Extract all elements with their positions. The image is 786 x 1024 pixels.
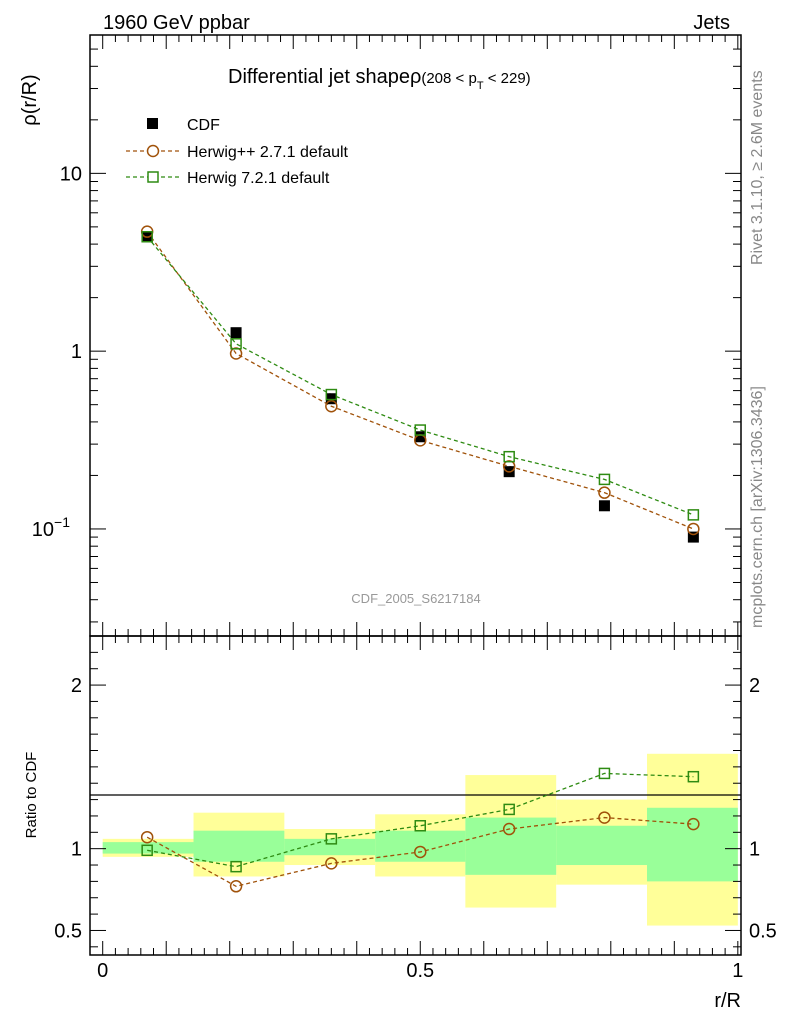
rivet-label: Rivet 3.1.10, ≥ 2.6M events bbox=[749, 70, 766, 265]
ratio-bands bbox=[102, 753, 738, 926]
ratio-y-tick-label-left: 0.5 bbox=[54, 920, 82, 942]
x-tick-label: 1 bbox=[732, 960, 743, 982]
herwig7-ratio-point bbox=[230, 860, 242, 873]
ratio-y-axis-label: Ratio to CDF bbox=[23, 752, 40, 839]
ratio-series bbox=[140, 767, 700, 893]
herwig7-point bbox=[230, 338, 242, 350]
herwig7-point bbox=[598, 473, 611, 486]
herwig7-ratio-point bbox=[325, 833, 338, 845]
main-title-text: Differential jet shapeρ bbox=[228, 66, 421, 88]
herwigpp-ratio-point bbox=[325, 857, 338, 870]
watermark: CDF_2005_S6217184 bbox=[351, 591, 480, 606]
herwigpp-point bbox=[502, 460, 516, 473]
legend-marker-cdf bbox=[147, 118, 158, 129]
ratio-panel: 2 2 1 1 0.5 0.5 0 0.5 1 Ratio to CDF r/R bbox=[23, 635, 777, 1012]
herwig7-ratio-point bbox=[414, 820, 427, 832]
herwigpp-point bbox=[687, 522, 700, 536]
herwigpp-point bbox=[598, 486, 611, 499]
cdf-data-point bbox=[230, 327, 242, 339]
ratio-y-tick-label-right: 2 bbox=[749, 675, 760, 697]
ratio-series-line bbox=[147, 772, 694, 868]
main-title: Differential jet shapeρ(208 < pT < 229) bbox=[228, 66, 531, 92]
herwig7-point bbox=[687, 509, 700, 521]
herwig7-point bbox=[325, 388, 338, 401]
x-tick-label: 0 bbox=[97, 960, 108, 982]
ratio-band-inner bbox=[556, 825, 648, 866]
herwig7-point bbox=[503, 450, 515, 463]
herwig7-point bbox=[414, 424, 427, 436]
cdf-data-point bbox=[598, 500, 610, 512]
x-axis-label: r/R bbox=[714, 990, 741, 1012]
main-series-line bbox=[146, 236, 694, 516]
legend-label-herwigpp: Herwig++ 2.7.1 default bbox=[187, 144, 349, 161]
herwig7-point bbox=[141, 230, 153, 243]
cdf-data-point bbox=[414, 431, 426, 443]
main-y-tick-label-exp: −1 bbox=[54, 514, 70, 530]
herwigpp-point bbox=[229, 347, 243, 360]
herwig7-ratio-point bbox=[503, 803, 515, 816]
legend-marker-herwigpp bbox=[146, 144, 160, 158]
ratio-y-tick-label-right: 0.5 bbox=[749, 920, 777, 942]
ratio-band-inner bbox=[647, 807, 738, 882]
main-y-tick-label: 10−1 bbox=[32, 514, 70, 541]
herwig7-ratio-point bbox=[598, 767, 611, 780]
main-series bbox=[140, 225, 700, 543]
legend: CDF Herwig++ 2.7.1 default Herwig 7.2.1 … bbox=[126, 117, 349, 187]
main-y-axis-label: ρ(r/R) bbox=[19, 74, 41, 125]
ratio-y-tick-label-right: 1 bbox=[749, 839, 760, 861]
herwigpp-point bbox=[325, 399, 338, 413]
herwigpp-ratio-point bbox=[229, 880, 243, 893]
ratio-series-line bbox=[146, 816, 694, 887]
ratio-band-inner bbox=[465, 817, 557, 875]
cdf-data-point bbox=[687, 531, 699, 543]
herwigpp-ratio-point bbox=[140, 830, 154, 844]
herwigpp-ratio-point bbox=[414, 845, 427, 859]
herwigpp-ratio-point bbox=[598, 811, 611, 824]
main-series-line bbox=[146, 231, 694, 530]
cdf-data-point bbox=[325, 393, 337, 405]
ratio-band-inner bbox=[193, 830, 285, 862]
herwig7-ratio-point bbox=[687, 770, 700, 783]
main-y-tick-label-base: 10 bbox=[32, 519, 54, 541]
main-y-tick-label: 1 bbox=[71, 341, 82, 363]
legend-marker-herwig7 bbox=[147, 171, 159, 183]
ratio-ticks: 2 2 1 1 0.5 0.5 0 0.5 1 bbox=[54, 635, 777, 982]
x-tick-label: 0.5 bbox=[406, 960, 434, 982]
header-left: 1960 GeV ppbar bbox=[103, 12, 250, 34]
main-title-end: < 229) bbox=[484, 70, 531, 87]
ratio-band-inner bbox=[102, 842, 194, 854]
herwig7-ratio-point bbox=[141, 844, 153, 857]
mcplots-label: mcplots.cern.ch [arXiv:1306.3436] bbox=[749, 386, 766, 628]
ratio-frame bbox=[89, 635, 742, 956]
ratio-band-inner bbox=[284, 838, 376, 856]
legend-label-herwig7: Herwig 7.2.1 default bbox=[187, 170, 330, 187]
header-right: Jets bbox=[693, 12, 730, 34]
ratio-y-tick-label-left: 1 bbox=[71, 839, 82, 861]
herwigpp-ratio-point bbox=[687, 817, 700, 831]
ratio-y-tick-label-left: 2 bbox=[71, 675, 82, 697]
main-title-subscript: T bbox=[477, 80, 484, 92]
main-y-tick-label: 10 bbox=[60, 163, 82, 185]
herwigpp-ratio-point bbox=[502, 822, 516, 836]
legend-label-cdf: CDF bbox=[187, 117, 220, 134]
main-title-suffix: (208 < p bbox=[421, 70, 476, 87]
